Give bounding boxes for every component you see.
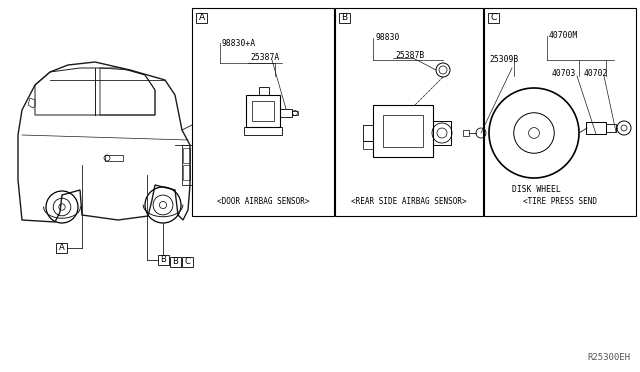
Bar — [170, 257, 181, 267]
Bar — [463, 130, 469, 136]
Bar — [183, 148, 190, 163]
Bar — [488, 13, 499, 23]
Text: 98830: 98830 — [375, 33, 399, 42]
Text: <REAR SIDE AIRBAG SENSOR>: <REAR SIDE AIRBAG SENSOR> — [351, 196, 467, 205]
Bar — [246, 95, 280, 127]
Text: 98830+A: 98830+A — [222, 38, 256, 48]
Bar — [373, 105, 433, 157]
Text: B: B — [161, 256, 166, 264]
Bar — [484, 8, 636, 216]
Bar — [182, 257, 193, 267]
Bar — [196, 13, 207, 23]
Text: 40703: 40703 — [552, 68, 577, 77]
Bar — [182, 145, 192, 185]
Text: C: C — [490, 13, 497, 22]
Text: <TIRE PRESS SEND: <TIRE PRESS SEND — [523, 196, 597, 205]
Bar — [363, 141, 373, 149]
Text: B: B — [173, 257, 179, 266]
Text: A: A — [59, 244, 65, 253]
Bar — [192, 8, 334, 216]
Bar — [105, 155, 123, 161]
Bar — [259, 87, 269, 95]
Text: B: B — [341, 13, 348, 22]
Bar — [183, 165, 190, 180]
Bar — [158, 255, 169, 265]
Text: <DOOR AIRBAG SENSOR>: <DOOR AIRBAG SENSOR> — [217, 196, 309, 205]
Bar — [335, 8, 483, 216]
Text: 25387A: 25387A — [250, 54, 279, 62]
Text: 40700M: 40700M — [549, 32, 579, 41]
Text: A: A — [198, 13, 205, 22]
Text: 25387B: 25387B — [395, 51, 424, 61]
Bar — [606, 124, 616, 132]
Bar — [252, 101, 274, 121]
Bar — [339, 13, 350, 23]
Bar — [56, 243, 67, 253]
Text: 25309B: 25309B — [489, 55, 518, 64]
Bar — [280, 109, 292, 117]
Bar — [383, 115, 423, 147]
Bar — [363, 125, 373, 141]
Bar — [586, 122, 606, 134]
Text: C: C — [184, 257, 191, 266]
Bar — [433, 121, 451, 145]
Bar — [244, 127, 282, 135]
Text: DISK WHEEL: DISK WHEEL — [512, 186, 561, 195]
Text: R25300EH: R25300EH — [587, 353, 630, 362]
Text: 40702: 40702 — [584, 68, 609, 77]
Bar — [292, 111, 298, 115]
